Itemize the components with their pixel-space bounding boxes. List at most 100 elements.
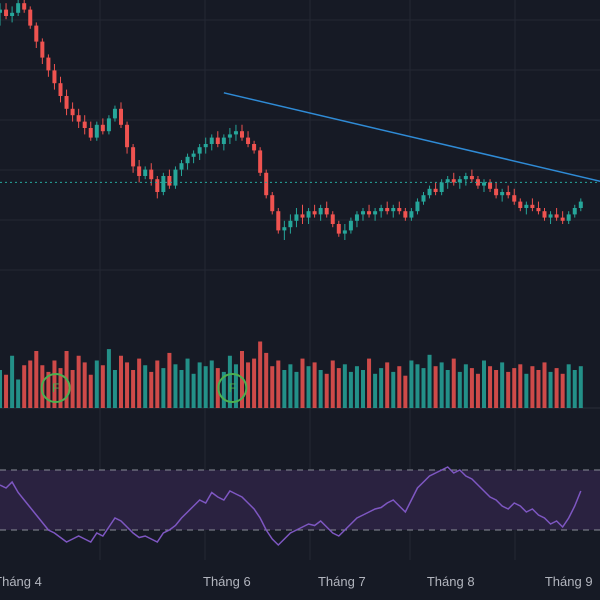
- candle-body: [106, 118, 111, 132]
- candle-body: [306, 211, 311, 218]
- volume-bar: [542, 362, 547, 408]
- event-marker-circle: [217, 373, 248, 403]
- candle-body: [433, 188, 438, 192]
- candle-body: [246, 137, 251, 144]
- candle-body: [318, 208, 323, 215]
- candle-body: [40, 41, 45, 58]
- event-marker-label: F: [229, 381, 236, 395]
- volume-bar: [336, 368, 341, 408]
- candle-body: [348, 220, 353, 231]
- volume-bar: [578, 366, 583, 408]
- candle-body: [342, 230, 347, 234]
- candle-body: [209, 137, 214, 144]
- volume-bar: [524, 373, 529, 408]
- volume-bar: [203, 366, 208, 408]
- candle-body: [173, 169, 178, 186]
- candle-body: [119, 108, 123, 125]
- candle-body: [330, 214, 335, 224]
- volume-bar: [566, 364, 571, 408]
- volume-bar: [506, 371, 511, 408]
- volume-bar: [554, 368, 559, 408]
- candle-body: [197, 147, 202, 154]
- candle-body: [482, 182, 486, 186]
- volume-bar: [149, 371, 154, 408]
- candle-body: [137, 166, 142, 176]
- candle-body: [512, 195, 517, 202]
- candle-body: [451, 179, 456, 183]
- candle-body: [203, 144, 208, 148]
- candle-body: [264, 172, 269, 196]
- time-axis: Tháng 4 Tháng 6 Tháng 7 Tháng 8 Tháng 9: [0, 574, 593, 589]
- candle-body: [373, 211, 378, 215]
- volume-bar: [16, 379, 21, 408]
- candle-body: [548, 214, 553, 218]
- volume-bar: [342, 364, 347, 408]
- volume-bar: [270, 366, 275, 408]
- candle-body: [463, 176, 468, 180]
- volume-bar: [445, 370, 450, 408]
- volume-bar: [391, 371, 396, 408]
- volume-bar: [409, 360, 414, 408]
- chart-grid: [0, 0, 600, 560]
- volume-bar: [300, 358, 305, 408]
- candle-body: [112, 108, 117, 119]
- candle-body: [28, 9, 33, 26]
- volume-bar: [469, 368, 474, 408]
- candle-body: [542, 211, 547, 218]
- candle-body: [100, 124, 105, 132]
- candle-body: [421, 195, 426, 202]
- volume-bar: [34, 351, 39, 408]
- volume-bar: [439, 362, 444, 408]
- volume-bar: [125, 362, 130, 408]
- volume-bar: [572, 370, 577, 408]
- volume-bar: [46, 371, 51, 408]
- volume-bar: [530, 366, 535, 408]
- volume-bar: [500, 362, 505, 408]
- volume-bar: [70, 370, 75, 408]
- volume-bar: [106, 349, 111, 408]
- candle-body: [409, 211, 414, 218]
- volume-bar: [22, 365, 27, 408]
- candle-body: [488, 182, 493, 189]
- volume-bar: [94, 360, 99, 408]
- candle-body: [530, 204, 535, 208]
- candle-body: [500, 192, 505, 196]
- volume-bar: [306, 366, 311, 408]
- volume-bar: [0, 370, 2, 408]
- candle-body: [475, 179, 480, 186]
- x-tick-label: Tháng 6: [203, 574, 251, 589]
- candle-body: [578, 201, 583, 208]
- volume-bar: [227, 355, 232, 408]
- volume-bar: [246, 362, 251, 408]
- volume-bar: [10, 355, 15, 408]
- event-marker-circle: [40, 373, 71, 403]
- volume-bar: [361, 370, 365, 408]
- volume-bar: [475, 373, 480, 408]
- candlestick-series: [0, 0, 583, 240]
- volume-bar: [112, 370, 117, 408]
- candle-body: [82, 121, 87, 128]
- volume-bar: [403, 375, 408, 408]
- candle-body: [518, 201, 523, 208]
- candle-body: [0, 9, 2, 13]
- volume-bar: [518, 364, 523, 408]
- candle-body: [88, 128, 93, 138]
- volume-bar: [58, 368, 63, 408]
- candle-body: [391, 208, 396, 212]
- candle-body: [457, 179, 462, 183]
- volume-bar: [427, 354, 432, 408]
- volume-bar: [560, 373, 565, 408]
- candle-body: [185, 156, 190, 164]
- rsi-band: [0, 470, 600, 530]
- volume-bar: [415, 364, 420, 408]
- volume-bar: [457, 371, 462, 408]
- volume-bar: [76, 355, 81, 408]
- volume-bar: [373, 373, 378, 408]
- volume-bar: [258, 341, 263, 408]
- candle-body: [167, 176, 172, 186]
- volume-bar: [397, 366, 402, 408]
- volume-bar: [82, 362, 87, 408]
- x-tick-label: Tháng 7: [318, 574, 366, 589]
